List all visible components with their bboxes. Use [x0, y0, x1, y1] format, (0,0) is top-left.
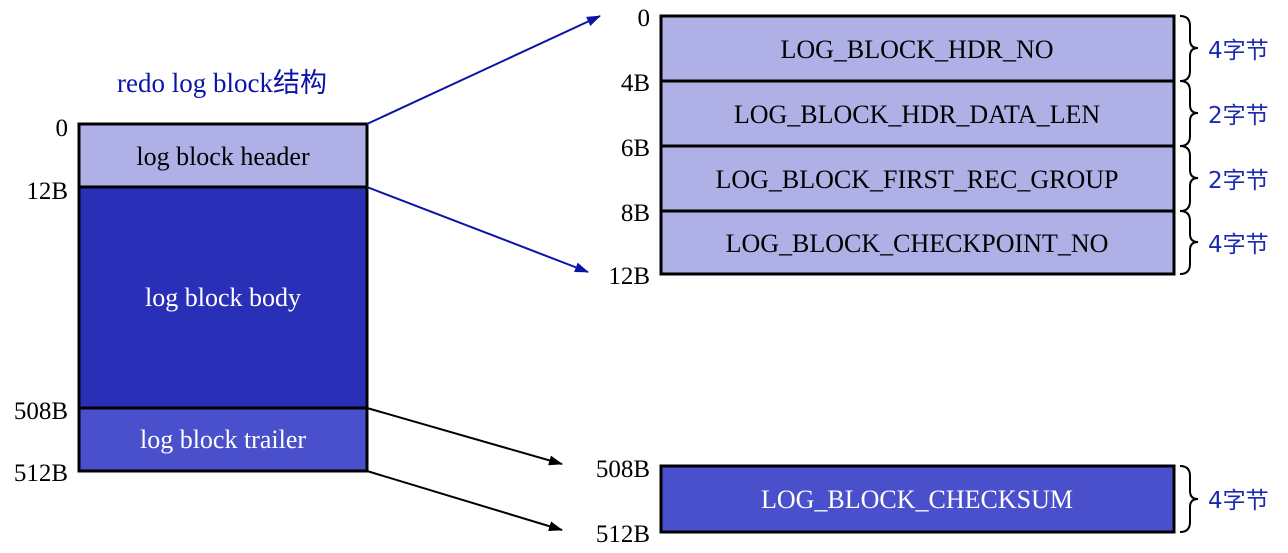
- block-body-label: log block body: [145, 283, 301, 312]
- field-hdr-no-label: LOG_BLOCK_HDR_NO: [781, 35, 1054, 64]
- field-first-rec-group: [659, 144, 1176, 213]
- brace-hdr-no: [1179, 15, 1199, 82]
- field-checkpoint-no-label: LOG_BLOCK_CHECKPOINT_NO: [726, 229, 1109, 258]
- header-offset-4b: 4B: [621, 70, 650, 97]
- brace-checksum: [1179, 465, 1199, 533]
- header-bottom-arrow: [366, 186, 589, 273]
- size-hdr-no: 4字节: [1208, 38, 1269, 64]
- header-offset-12b: 12B: [608, 263, 650, 290]
- trailer-top-arrow: [366, 407, 563, 466]
- trailer-offset-512b: 512B: [596, 521, 650, 548]
- block-header-section: [77, 122, 369, 189]
- header-offset-6b: 6B: [621, 135, 650, 162]
- block-offset-512b: 512B: [14, 460, 68, 487]
- block-header-label: log block header: [136, 142, 310, 171]
- size-hdr-data-len: 2字节: [1208, 103, 1269, 129]
- field-hdr-data-len-label: LOG_BLOCK_HDR_DATA_LEN: [734, 100, 1100, 129]
- trailer-offset-508b: 508B: [596, 456, 650, 483]
- brace-checkpoint-no: [1179, 210, 1199, 275]
- field-first-rec-group-label: LOG_BLOCK_FIRST_REC_GROUP: [715, 165, 1118, 194]
- brace-hdr-data-len: [1179, 80, 1199, 147]
- size-first-rec-group: 2字节: [1208, 168, 1269, 194]
- header-detail: LOG_BLOCK_HDR_NO LOG_BLOCK_HDR_DATA_LEN …: [608, 5, 1268, 290]
- header-top-arrow: [366, 15, 601, 125]
- field-checksum: [659, 464, 1176, 534]
- field-hdr-no: [659, 14, 1176, 83]
- block-offset-508b: 508B: [14, 398, 68, 425]
- block-offset-0: 0: [56, 115, 69, 142]
- size-checksum: 4字节: [1208, 488, 1269, 514]
- size-checkpoint-no: 4字节: [1208, 232, 1269, 258]
- diagram-title: redo log block结构: [117, 68, 327, 98]
- trailer-bottom-arrow: [366, 470, 563, 532]
- trailer-detail: LOG_BLOCK_CHECKSUM 508B 512B 4字节: [596, 456, 1269, 548]
- redo-log-block: log block header log block body log bloc…: [14, 115, 369, 487]
- block-offset-12b: 12B: [26, 178, 68, 205]
- field-checksum-label: LOG_BLOCK_CHECKSUM: [761, 485, 1073, 514]
- block-trailer-section: [77, 406, 369, 473]
- field-checkpoint-no: [659, 209, 1176, 276]
- block-body-section: [77, 185, 369, 410]
- brace-first-rec-group: [1179, 145, 1199, 212]
- block-trailer-label: log block trailer: [140, 425, 306, 454]
- header-offset-8b: 8B: [621, 200, 650, 227]
- header-offset-0: 0: [638, 5, 651, 32]
